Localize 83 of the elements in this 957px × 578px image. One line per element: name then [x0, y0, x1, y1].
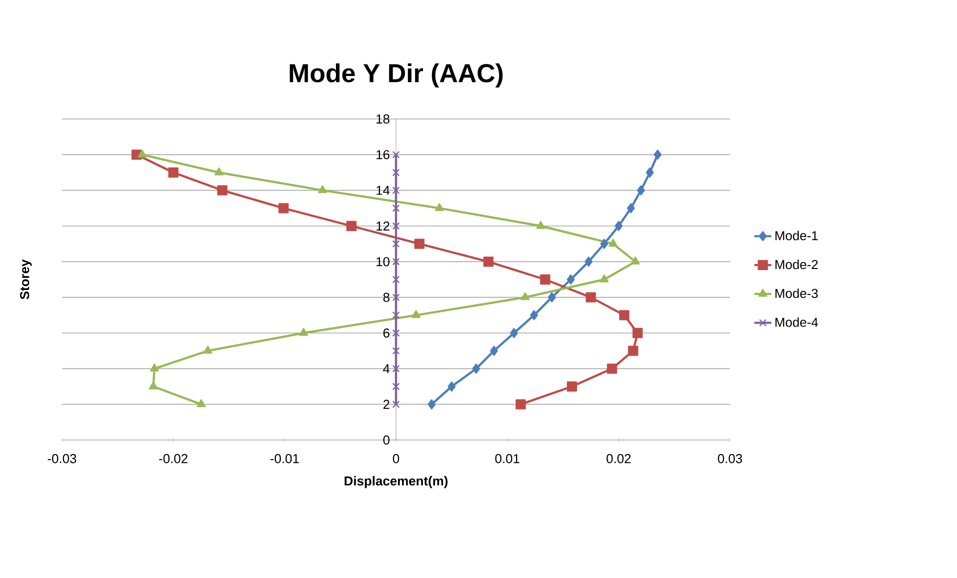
point: [392, 329, 400, 337]
y-tick-label: 12: [376, 221, 390, 231]
point: [392, 186, 400, 194]
point: [214, 167, 224, 176]
legend-label: Mode-2: [775, 260, 818, 270]
point: [392, 400, 400, 408]
point: [630, 256, 640, 265]
y-tick-label: 10: [376, 257, 390, 266]
x-tick-label: -0.02: [159, 454, 188, 464]
point: [632, 328, 643, 338]
point: [566, 381, 577, 392]
point: [428, 399, 436, 410]
point: [536, 220, 546, 229]
point: [540, 274, 550, 285]
point: [392, 276, 400, 284]
point: [516, 399, 526, 410]
point: [278, 203, 289, 214]
point: [392, 222, 400, 230]
point: [203, 346, 212, 354]
point: [168, 167, 178, 178]
point: [299, 328, 308, 336]
point: [392, 347, 400, 355]
point: [586, 292, 596, 302]
legend-label: Mode-3: [775, 288, 818, 298]
point: [636, 185, 645, 196]
point: [530, 310, 538, 320]
y-tick-label: 18: [376, 114, 390, 124]
x-axis-title: Displacement(m): [344, 476, 448, 488]
point: [392, 382, 400, 390]
y-tick-label: 2: [383, 400, 390, 409]
x-tick-label: 0: [392, 454, 400, 464]
point: [150, 364, 159, 372]
y-tick-label: 8: [383, 292, 390, 302]
point: [392, 364, 400, 372]
point: [392, 258, 400, 266]
point: [434, 203, 444, 212]
point: [346, 220, 357, 232]
point: [392, 311, 400, 319]
point: [414, 238, 424, 249]
point: [654, 150, 662, 160]
point: [392, 150, 400, 158]
point: [138, 150, 147, 158]
chart-title: Mode Y Dir (AAC): [290, 63, 503, 88]
point: [566, 274, 575, 285]
x-tick-label: 0.02: [606, 454, 631, 464]
point: [510, 328, 518, 338]
y-tick-label: 4: [383, 364, 390, 374]
point: [628, 346, 638, 356]
point: [584, 256, 593, 267]
point: [608, 238, 618, 247]
point: [472, 364, 480, 374]
point: [614, 220, 623, 232]
point: [392, 204, 400, 212]
legend-label: Mode-4: [775, 317, 818, 327]
point: [626, 203, 635, 214]
y-tick-label: 16: [376, 150, 390, 160]
point: [448, 381, 456, 392]
y-tick-label: 0: [383, 435, 390, 445]
point: [600, 274, 609, 282]
point: [646, 167, 654, 178]
point: [217, 185, 228, 196]
x-tick-label: -0.03: [48, 454, 76, 464]
y-tick-label: 6: [383, 328, 390, 338]
point: [600, 238, 608, 249]
legend-label: Mode-1: [775, 230, 818, 240]
y-tick-label: 14: [376, 186, 390, 195]
x-tick-label: -0.01: [270, 454, 299, 464]
point: [490, 346, 498, 356]
point: [392, 294, 400, 302]
point: [196, 399, 206, 408]
point: [412, 310, 421, 318]
y-axis-title: Storey: [20, 259, 32, 300]
point: [392, 240, 400, 248]
point: [392, 168, 400, 176]
point: [148, 381, 158, 390]
point: [520, 292, 530, 300]
point: [619, 310, 630, 320]
x-tick-label: 0.03: [718, 454, 742, 464]
x-tick-label: 0.01: [495, 454, 520, 464]
point: [483, 256, 494, 267]
point: [548, 292, 556, 302]
point: [318, 185, 328, 194]
point: [606, 364, 618, 374]
